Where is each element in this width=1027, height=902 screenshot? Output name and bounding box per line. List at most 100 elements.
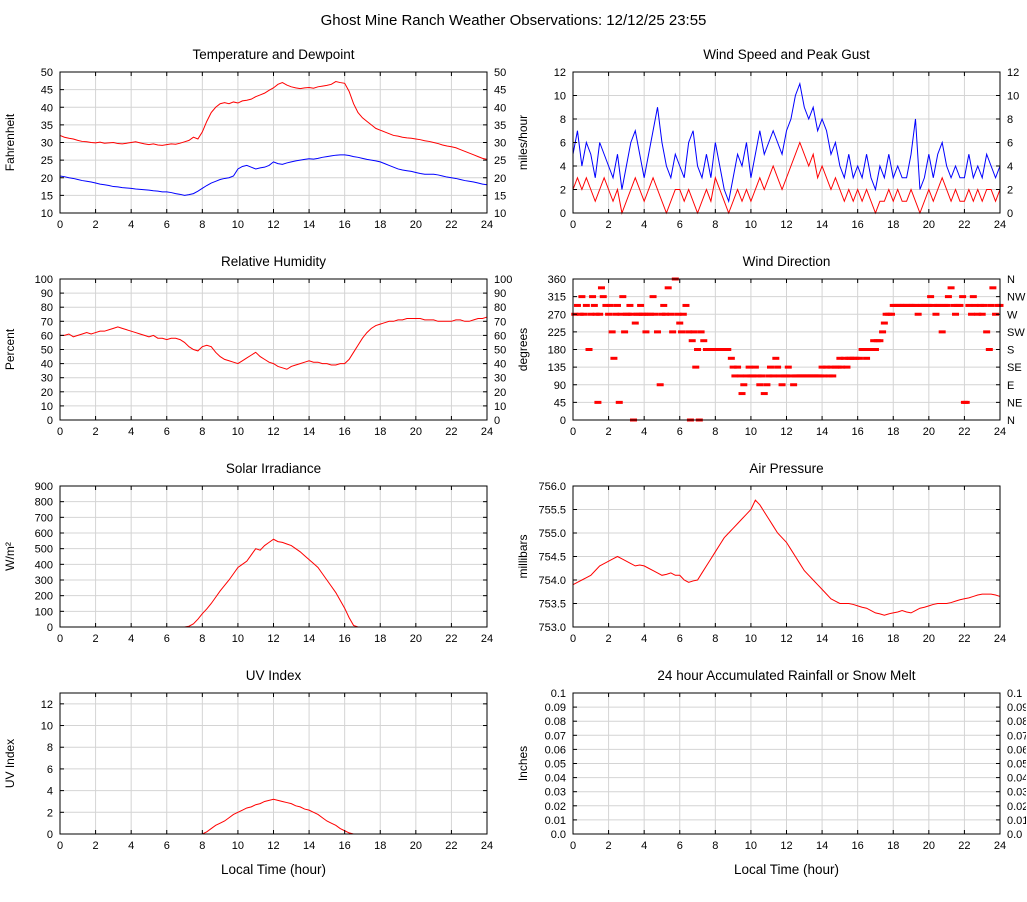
axis-tick-labels: 0 2 4 6 8 10 12 14 16 18 20 22 241015202530354045501… <box>41 67 507 231</box>
svg-text:10: 10 <box>232 426 244 438</box>
svg-text:754.5: 754.5 <box>538 552 566 564</box>
svg-text:4: 4 <box>560 161 566 173</box>
svg-text:0: 0 <box>570 426 576 438</box>
svg-text:0: 0 <box>570 633 576 645</box>
grid-lines <box>572 485 1001 628</box>
svg-text:35: 35 <box>494 120 506 132</box>
series-temperature <box>59 80 488 160</box>
svg-text:270: 270 <box>548 309 566 321</box>
chart-title: Air Pressure <box>749 461 823 476</box>
charts-grid: 0 2 4 6 8 10 12 14 16 18 20 22 24 10 15 20 25 30 35 40 45 50 1… <box>0 44 1027 902</box>
svg-text:0: 0 <box>57 840 63 852</box>
svg-text:10: 10 <box>41 208 53 220</box>
svg-text:180: 180 <box>548 345 566 357</box>
svg-text:2: 2 <box>1007 185 1013 197</box>
svg-text:6: 6 <box>560 138 566 150</box>
svg-text:10: 10 <box>745 840 757 852</box>
svg-text:10: 10 <box>1007 91 1019 103</box>
svg-text:20: 20 <box>494 387 506 399</box>
svg-text:50: 50 <box>41 67 53 79</box>
svg-text:6: 6 <box>164 219 170 231</box>
plot-border <box>572 692 1001 835</box>
svg-text:12: 12 <box>1007 67 1019 79</box>
svg-text:20: 20 <box>410 633 422 645</box>
svg-text:12: 12 <box>780 219 792 231</box>
chart-title: Wind Direction <box>743 254 831 269</box>
y-axis-label: Percent <box>3 328 17 370</box>
svg-text:14: 14 <box>816 426 828 438</box>
svg-text:753.0: 753.0 <box>538 622 566 634</box>
relative-humidity-svg: 0 2 4 6 8 10 12 14 16 18 20 22 240102030405060708090… <box>3 254 513 438</box>
svg-text:100: 100 <box>494 274 512 286</box>
x-axis-label: Local Time (hour) <box>734 862 839 877</box>
svg-text:4: 4 <box>1007 161 1013 173</box>
svg-text:755.5: 755.5 <box>538 505 566 517</box>
y-axis-label: Fahrenheit <box>3 113 17 171</box>
svg-text:12: 12 <box>267 633 279 645</box>
axis-tick-labels: 0 2 4 6 8 10 12 14 16 18 20 22 240102030405060708090… <box>35 274 513 438</box>
svg-text:0: 0 <box>560 208 566 220</box>
svg-text:0.07: 0.07 <box>545 730 566 742</box>
svg-text:900: 900 <box>35 481 53 493</box>
plot-border <box>59 278 488 421</box>
series-wind-direction <box>571 277 1004 422</box>
svg-text:50: 50 <box>41 345 53 357</box>
svg-text:4: 4 <box>641 219 647 231</box>
wind-direction-svg: 0 2 4 6 8 10 12 14 16 18 20 22 240459013518022527031… <box>516 254 1026 438</box>
svg-text:400: 400 <box>35 559 53 571</box>
svg-text:18: 18 <box>887 219 899 231</box>
svg-text:14: 14 <box>303 219 315 231</box>
svg-text:12: 12 <box>267 219 279 231</box>
svg-text:SW: SW <box>1007 327 1025 339</box>
svg-text:6: 6 <box>677 426 683 438</box>
svg-text:4: 4 <box>641 840 647 852</box>
svg-text:16: 16 <box>339 426 351 438</box>
svg-text:0.1: 0.1 <box>1007 688 1022 700</box>
chart-temperature-dewpoint: 0 2 4 6 8 10 12 14 16 18 20 22 24 10 15 20 25 30 35 40 45 50 1… <box>0 44 513 251</box>
svg-text:20: 20 <box>410 219 422 231</box>
svg-text:0.06: 0.06 <box>1007 744 1026 756</box>
svg-text:60: 60 <box>41 330 53 342</box>
svg-text:12: 12 <box>41 699 53 711</box>
svg-text:10: 10 <box>41 721 53 733</box>
svg-text:18: 18 <box>887 840 899 852</box>
svg-text:0.0: 0.0 <box>1007 829 1022 841</box>
series-peak-gust <box>572 81 1001 204</box>
svg-text:0: 0 <box>47 622 53 634</box>
svg-text:0: 0 <box>570 840 576 852</box>
svg-text:225: 225 <box>548 327 566 339</box>
svg-text:N: N <box>1007 274 1015 286</box>
svg-text:14: 14 <box>303 426 315 438</box>
svg-text:22: 22 <box>958 633 970 645</box>
svg-text:0.09: 0.09 <box>1007 702 1026 714</box>
svg-text:24: 24 <box>481 219 493 231</box>
chart-relative-humidity: 0 2 4 6 8 10 12 14 16 18 20 22 24 0 10 20 30 40 50 60 70 80 90… <box>0 251 513 458</box>
svg-text:0.01: 0.01 <box>545 815 566 827</box>
svg-text:NW: NW <box>1007 292 1026 304</box>
svg-text:300: 300 <box>35 575 53 587</box>
svg-text:12: 12 <box>267 840 279 852</box>
svg-text:35: 35 <box>41 120 53 132</box>
svg-text:8: 8 <box>712 426 718 438</box>
svg-text:800: 800 <box>35 497 53 509</box>
axis-tick-labels: 0 2 4 6 8 10 12 14 16 18 20 22 240100200300400500600… <box>35 481 493 645</box>
svg-text:753.5: 753.5 <box>538 599 566 611</box>
svg-text:14: 14 <box>303 840 315 852</box>
svg-text:20: 20 <box>923 426 935 438</box>
svg-text:40: 40 <box>494 359 506 371</box>
y-axis-label: W/m² <box>3 542 17 571</box>
svg-text:100: 100 <box>35 274 53 286</box>
svg-text:18: 18 <box>374 426 386 438</box>
svg-text:22: 22 <box>958 426 970 438</box>
svg-text:S: S <box>1007 345 1014 357</box>
svg-text:16: 16 <box>852 426 864 438</box>
svg-text:8: 8 <box>199 219 205 231</box>
svg-text:10: 10 <box>494 401 506 413</box>
series-wind-speed <box>572 141 1001 215</box>
svg-text:8: 8 <box>199 426 205 438</box>
chart-uv-index: 0 2 4 6 8 10 12 14 16 18 20 22 24 0 2 4 6 8 10 12 UV Index UV… <box>0 665 513 902</box>
svg-text:30: 30 <box>41 373 53 385</box>
svg-text:16: 16 <box>339 219 351 231</box>
svg-text:8: 8 <box>199 840 205 852</box>
